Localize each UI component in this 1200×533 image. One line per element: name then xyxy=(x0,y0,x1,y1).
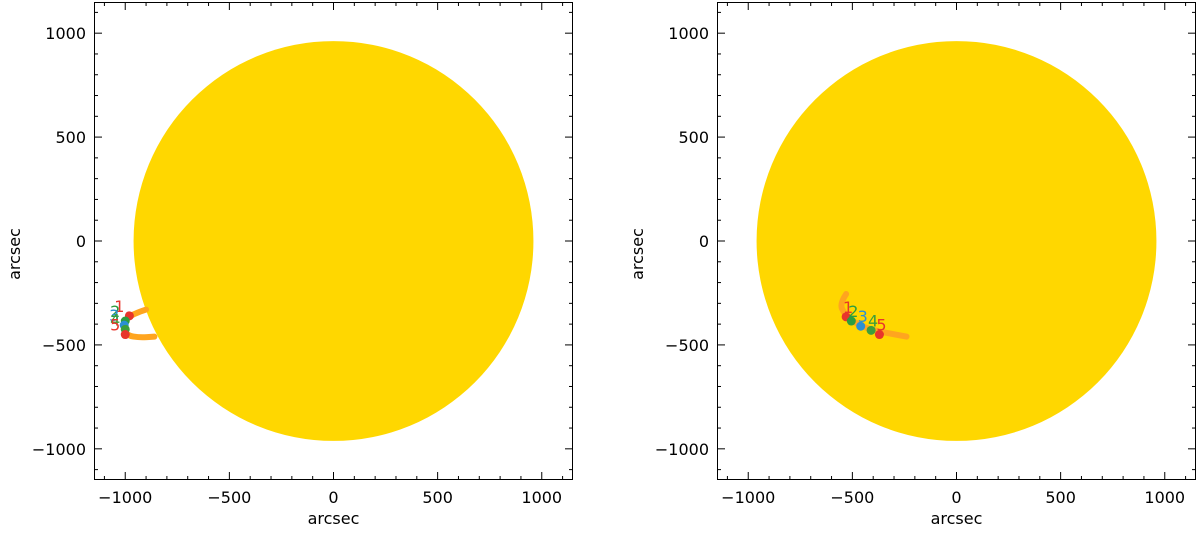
point-label-1: 1 xyxy=(114,297,124,316)
y-tick-label: −500 xyxy=(665,336,709,355)
y-tick-label: 500 xyxy=(55,128,86,147)
y-tick-label: −1000 xyxy=(655,440,709,459)
data-point-4 xyxy=(866,325,876,335)
point-label-4: 4 xyxy=(110,310,120,329)
data-point-3 xyxy=(856,321,866,331)
point-label-1: 1 xyxy=(843,298,853,317)
x-tick-label: 1000 xyxy=(1144,488,1185,507)
solar-disk xyxy=(133,41,534,441)
data-point-2 xyxy=(846,316,856,326)
panel-2: 12 3 45 −1000 −500 0 500 1000 −1000 −500 0 500 1000 a… xyxy=(628,2,1196,528)
x-axis-title: arcsec xyxy=(931,509,983,528)
point-label-4: 4 xyxy=(868,311,878,330)
point-label-5: 5 xyxy=(110,316,120,335)
y-tick-label: 500 xyxy=(678,128,709,147)
x-tick-label: 500 xyxy=(422,488,453,507)
y-tick-label: 0 xyxy=(699,232,709,251)
y-tick-label: 1000 xyxy=(45,24,86,43)
point-label-2: 2 xyxy=(110,302,120,321)
x-tick-label: −500 xyxy=(830,488,874,507)
y-axis-title: arcsec xyxy=(5,228,24,280)
x-tick-label: 1000 xyxy=(521,488,562,507)
x-tick-label: −1000 xyxy=(721,488,775,507)
y-tick-label: −500 xyxy=(42,336,86,355)
point-label-3: 3 xyxy=(109,306,119,325)
x-tick-label: −1000 xyxy=(98,488,152,507)
data-point-5 xyxy=(874,330,884,340)
x-tick-label: 0 xyxy=(328,488,338,507)
x-tick-label: 0 xyxy=(951,488,961,507)
y-tick-label: 1000 xyxy=(668,24,709,43)
point-label-5: 5 xyxy=(876,316,886,335)
x-tick-label: −500 xyxy=(207,488,251,507)
y-tick-label: 0 xyxy=(76,232,86,251)
y-tick-label: −1000 xyxy=(32,440,86,459)
data-point-5 xyxy=(120,330,130,340)
solar-disk xyxy=(756,41,1157,441)
x-tick-label: 500 xyxy=(1045,488,1076,507)
x-axis-title: arcsec xyxy=(308,509,360,528)
point-label-2: 2 xyxy=(848,302,858,321)
point-label-3: 3 xyxy=(858,307,868,326)
y-axis-title: arcsec xyxy=(628,228,647,280)
